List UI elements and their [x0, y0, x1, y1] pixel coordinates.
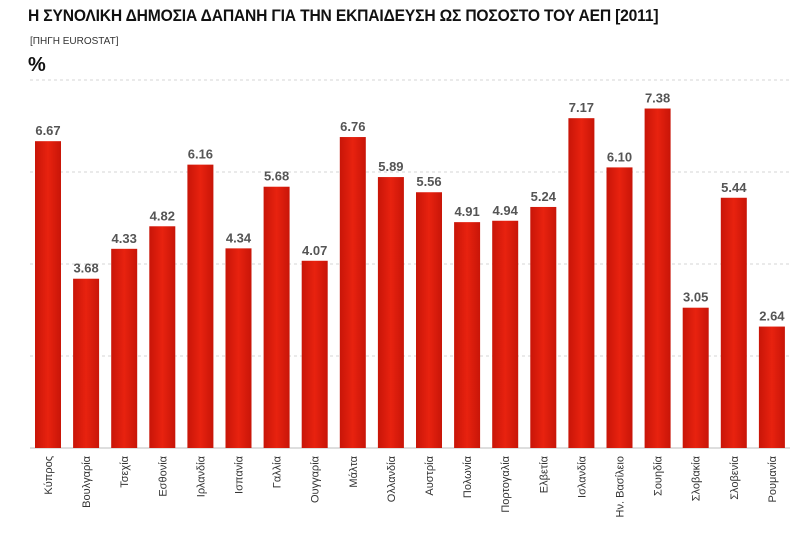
value-label: 6.16: [188, 147, 213, 162]
value-label: 7.17: [569, 100, 594, 115]
category-label: Γαλλία: [272, 455, 284, 488]
category-label: Τσεχία: [119, 455, 131, 487]
category-label: Εσθονία: [157, 455, 169, 496]
source-note: [ΠΗΓΗ EUROSTAT]: [30, 36, 119, 47]
category-label: Σλοβακία: [691, 455, 703, 501]
category-label: Αυστρία: [424, 455, 436, 495]
bar-13: [492, 220, 519, 448]
category-label: Ρουμανία: [767, 455, 779, 502]
value-label: 4.07: [302, 243, 327, 258]
value-label: 5.56: [416, 174, 441, 189]
grid-lines: [30, 79, 790, 449]
category-label: Ουγγαρία: [310, 455, 322, 503]
bar-3: [111, 248, 138, 448]
value-label: 6.67: [35, 123, 60, 138]
category-label: Σουηδία: [653, 455, 665, 496]
chart-title: Η ΣΥΝΟΛΙΚΗ ΔΗΜΟΣΙΑ ΔΑΠΑΝΗ ΓΙΑ ΤΗΝ ΕΚΠΑΙΔ…: [28, 6, 659, 25]
category-label: Ισλανδία: [576, 455, 588, 498]
bar-19: [720, 197, 747, 448]
category-label: Πορτογαλία: [500, 455, 512, 512]
bar-16: [606, 167, 633, 448]
value-label: 4.94: [493, 203, 519, 218]
bar-17: [644, 108, 671, 449]
value-label: 6.10: [607, 149, 632, 164]
category-labels: Κύπρος Βουλγαρία Τσεχία Εσθονία Ιρλανδία Ισπα…: [43, 455, 779, 517]
category-label: Ιρλανδία: [195, 455, 207, 497]
category-label: Ην. Βασίλειο: [615, 456, 627, 517]
value-label: 5.89: [378, 159, 403, 174]
bars: [35, 108, 785, 449]
value-label: 4.33: [112, 231, 137, 246]
bar-4: [149, 226, 176, 448]
bar-15: [568, 118, 595, 449]
y-unit-label: %: [28, 54, 46, 76]
category-label: Ολλανδία: [386, 455, 398, 502]
value-label: 3.05: [683, 290, 708, 305]
value-label: 7.38: [645, 91, 670, 106]
value-label: 3.68: [73, 261, 98, 276]
bar-5: [187, 164, 214, 448]
bar-10: [377, 177, 404, 448]
bar-20: [758, 326, 785, 448]
category-label: Μάλτα: [348, 455, 360, 487]
value-label: 5.24: [531, 189, 557, 204]
bar-18: [682, 307, 709, 448]
bar-11: [416, 192, 442, 448]
bar-6: [225, 248, 252, 448]
bar-8: [301, 260, 328, 448]
category-label: Πολωνία: [462, 455, 474, 498]
value-label: 5.44: [721, 180, 747, 195]
category-label: Ισπανία: [234, 455, 246, 494]
value-label: 4.91: [454, 204, 479, 219]
bar-2: [73, 278, 100, 448]
value-label: 2.64: [759, 309, 785, 324]
value-labels: 6.67 3.68 4.33 4.82 6.16 4.34 5.68 4.07 6.76 5.89…: [35, 91, 785, 324]
bar-12: [454, 222, 481, 448]
bar-7: [263, 186, 290, 448]
value-label: 6.76: [340, 119, 365, 134]
value-label: 4.34: [226, 230, 252, 245]
bar-1: [35, 141, 61, 448]
category-label: Σλοβενία: [729, 455, 741, 499]
category-label: Ελβετία: [538, 455, 550, 493]
bar-14: [530, 206, 557, 448]
value-label: 4.82: [150, 208, 175, 223]
bar-9: [339, 137, 366, 449]
category-label: Κύπρος: [43, 456, 55, 495]
category-label: Βουλγαρία: [81, 455, 93, 508]
value-label: 5.68: [264, 169, 289, 184]
